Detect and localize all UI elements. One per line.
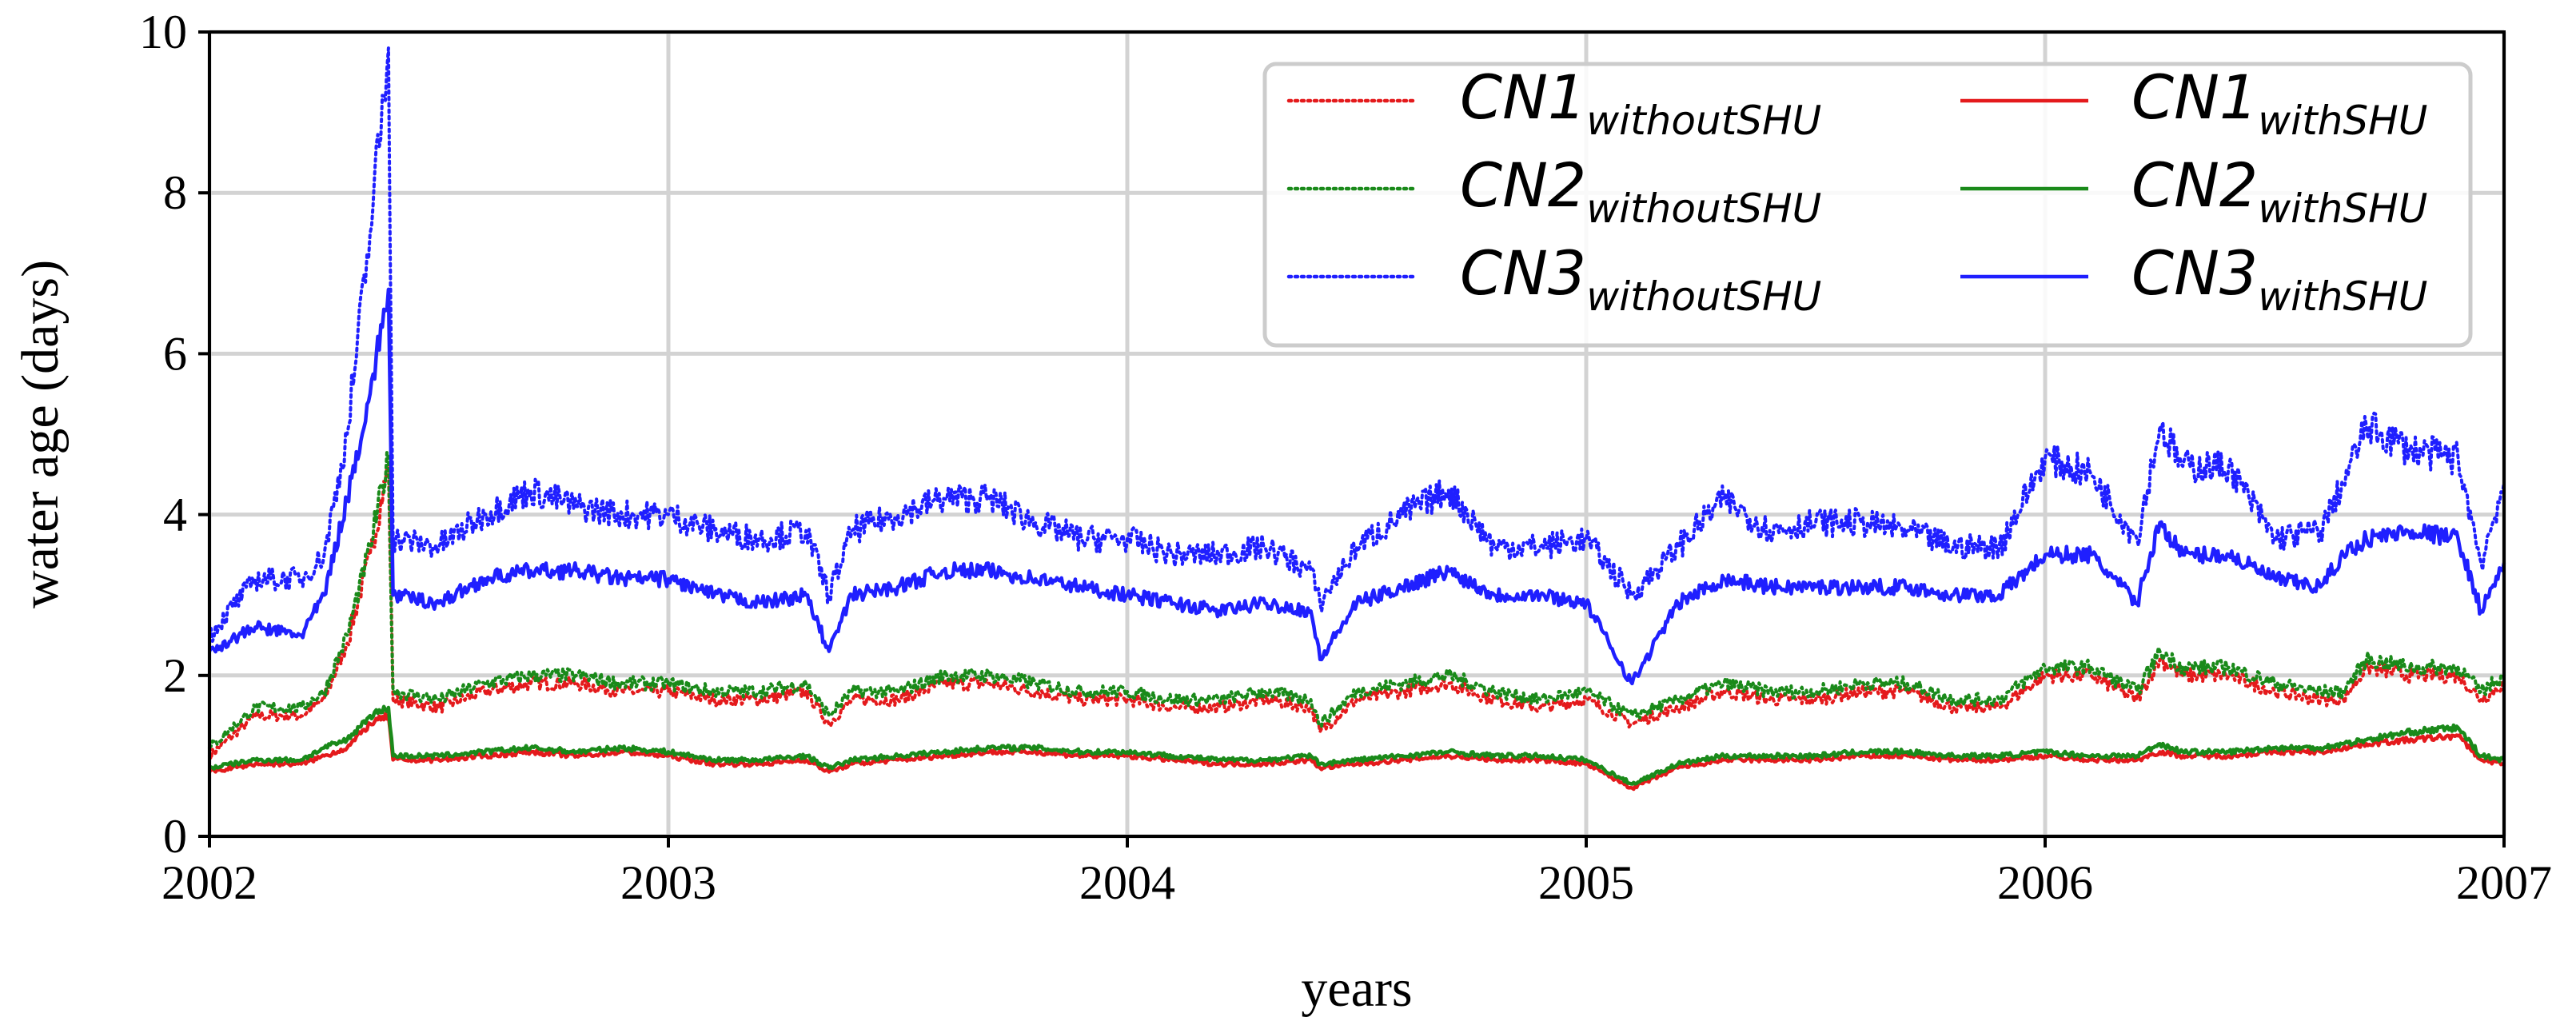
- legend-label-main: CN2: [2131, 150, 2258, 221]
- y-tick-label: 6: [163, 327, 187, 380]
- legend-label-subscript: withSHU: [2258, 98, 2427, 144]
- legend-label-main: CN2: [1460, 150, 1586, 221]
- legend-label: CN1withoutSHU: [1460, 62, 1821, 144]
- x-tick-label: 2007: [2456, 856, 2552, 909]
- y-tick-label: 2: [163, 649, 187, 702]
- legend-label-main: CN3: [1460, 237, 1586, 309]
- legend-label-subscript: withoutSHU: [1586, 98, 1821, 144]
- x-tick-label: 2004: [1079, 856, 1175, 909]
- x-tick-label: 2003: [620, 856, 716, 909]
- y-axis-label: water age (days): [11, 260, 70, 608]
- series-line-cn1-withshu: [208, 712, 2505, 792]
- legend-label-subscript: withoutSHU: [1586, 185, 1821, 232]
- legend: CN1withoutSHUCN2withoutSHUCN3withoutSHUC…: [1262, 62, 2473, 348]
- x-axis-label: years: [1301, 959, 1412, 1018]
- legend-label: CN3withSHU: [2131, 237, 2427, 320]
- legend-label: CN2withSHU: [2131, 150, 2427, 232]
- y-tick-label: 10: [139, 6, 187, 58]
- series-layer: [207, 46, 2506, 792]
- legend-label: CN1withSHU: [2131, 62, 2427, 144]
- legend-label-main: CN3: [2131, 237, 2258, 309]
- series-line-cn1-withoutshu: [208, 465, 2506, 761]
- plot-frame: [208, 30, 2506, 838]
- y-tick-label: 0: [163, 810, 187, 863]
- y-tick-label: 8: [163, 166, 187, 219]
- axis-ticks: 2002 2003 2004 2005 2006 2007 0 2 4 6 8 10: [139, 6, 2552, 909]
- series-line-cn2-withshu: [208, 704, 2506, 786]
- x-tick-label: 2005: [1538, 856, 1634, 909]
- y-tick-label: 4: [163, 489, 187, 541]
- legend-label: CN2withoutSHU: [1460, 150, 1821, 232]
- legend-label-subscript: withoutSHU: [1586, 273, 1821, 320]
- legend-box: [1262, 62, 2473, 348]
- legend-label-main: CN1: [2131, 62, 2258, 133]
- legend-label-subscript: withSHU: [2258, 185, 2427, 232]
- x-tick-label: 2002: [161, 856, 257, 909]
- legend-label-subscript: withSHU: [2258, 273, 2427, 320]
- series-line-cn3-withshu: [207, 287, 2506, 686]
- x-tick-label: 2006: [1997, 856, 2093, 909]
- series-line-cn3-withoutshu: [208, 46, 2506, 643]
- legend-label-main: CN1: [1460, 62, 1586, 133]
- series-line-cn2-withoutshu: [208, 450, 2506, 750]
- legend-label: CN3withoutSHU: [1460, 237, 1821, 320]
